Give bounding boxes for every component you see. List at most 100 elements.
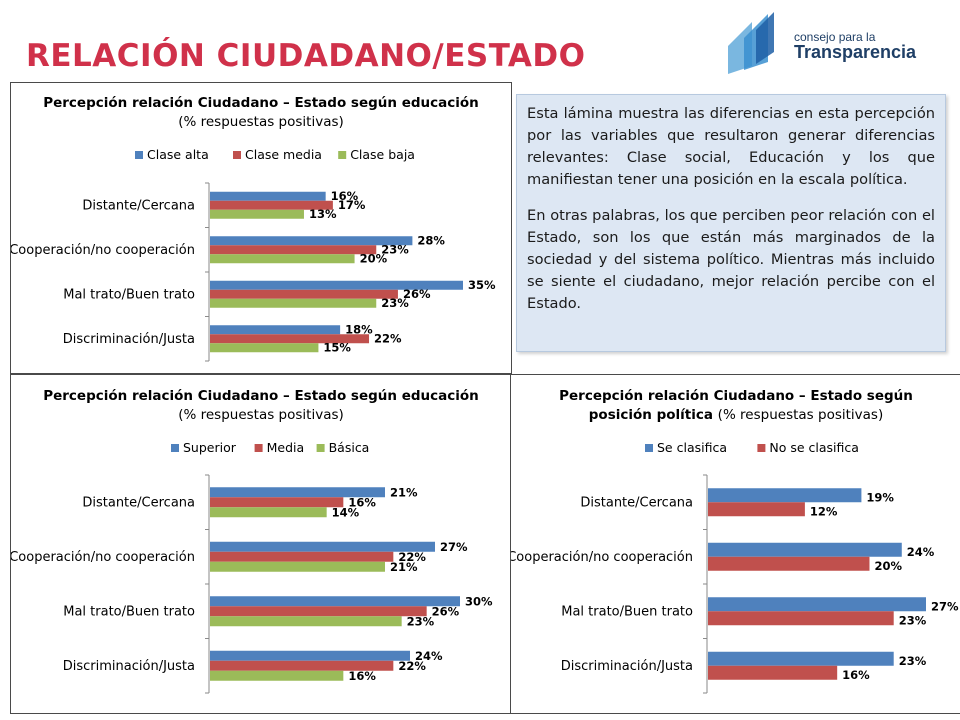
legend-label-2-0: Se clasifica — [657, 440, 727, 455]
bar-value-0-2-1: 26% — [403, 287, 431, 301]
bar-0-3-1 — [210, 334, 370, 344]
bar-value-1-3-0: 24% — [415, 649, 443, 663]
bar-0-2-0 — [210, 280, 463, 290]
category-label-1-3: Discriminación/Justa — [63, 659, 195, 674]
bar-value-1-1-1: 22% — [398, 550, 426, 564]
bar-value-0-3-0: 18% — [345, 322, 373, 336]
bar-1-1-1 — [210, 551, 394, 562]
bar-1-3-1 — [210, 660, 394, 671]
bar-2-2-0 — [708, 597, 926, 612]
legend-swatch-0-0 — [135, 151, 143, 159]
bar-2-0-1 — [708, 502, 805, 517]
bar-2-2-1 — [708, 611, 894, 626]
bar-value-0-1-2: 20% — [360, 251, 388, 265]
legend-label-0-0: Clase alta — [147, 147, 209, 162]
bar-1-3-2 — [210, 670, 344, 681]
chart-subtitle: (% respuestas positivas) — [178, 114, 344, 130]
bar-value-1-2-2: 23% — [407, 614, 435, 628]
legend-label-0-1: Clase media — [245, 147, 322, 162]
legend-swatch-1-1 — [254, 444, 263, 452]
bar-value-1-0-1: 16% — [348, 495, 376, 509]
bar-value-2-3-1: 16% — [842, 668, 870, 682]
bar-1-2-0 — [210, 596, 460, 607]
chart-clase-social-panel: Percepción relación Ciudadano – Estado s… — [10, 82, 512, 374]
chart-clase-social: Percepción relación Ciudadano – Estado s… — [11, 95, 496, 362]
bar-value-0-1-0: 28% — [417, 233, 445, 247]
bar-value-1-2-1: 26% — [432, 604, 460, 618]
bar-1-1-2 — [210, 561, 385, 572]
legend-label-0-2: Clase baja — [350, 147, 415, 162]
category-label-0-2: Mal trato/Buen trato — [63, 287, 195, 302]
chart-title: Percepción relación Ciudadano – Estado s… — [559, 388, 913, 404]
bar-1-0-0 — [210, 487, 385, 498]
chart-subtitle: posición política (% respuestas positiva… — [589, 407, 883, 423]
bar-value-1-1-2: 21% — [390, 560, 418, 574]
bar-0-1-2 — [210, 254, 355, 264]
logo-line1: consejo para la — [794, 30, 876, 44]
bar-value-2-2-0: 27% — [931, 599, 959, 613]
legend-swatch-0-2 — [338, 151, 347, 159]
explanation-paragraph-1: Esta lámina muestra las diferencias en e… — [527, 105, 935, 188]
category-label-0-1: Cooperación/no cooperación — [11, 243, 195, 258]
bar-1-1-0 — [210, 541, 435, 552]
bar-value-0-2-2: 23% — [381, 296, 409, 310]
explanation-textbox: Esta lámina muestra las diferencias en e… — [516, 94, 946, 352]
legend-label-1-0: Superior — [183, 440, 237, 455]
bar-value-0-0-1: 17% — [338, 198, 366, 212]
category-label-1-2: Mal trato/Buen trato — [63, 604, 195, 619]
bar-0-0-0 — [210, 191, 326, 201]
bar-value-2-1-1: 20% — [874, 559, 902, 573]
bar-0-3-2 — [210, 343, 319, 353]
chart-subtitle-bold: posición política — [589, 407, 718, 423]
bar-0-3-0 — [210, 325, 341, 335]
bar-1-2-1 — [210, 606, 427, 617]
chart-educacion-panel: Percepción relación Ciudadano – Estado s… — [10, 374, 512, 714]
bar-value-1-3-1: 22% — [398, 659, 426, 673]
bar-0-2-2 — [210, 298, 377, 308]
bar-1-3-0 — [210, 650, 410, 661]
bar-2-0-0 — [708, 488, 862, 503]
chart-educacion: Percepción relación Ciudadano – Estado s… — [11, 388, 493, 694]
legend-swatch-2-1 — [757, 444, 766, 452]
bar-value-0-3-1: 22% — [374, 331, 402, 345]
bar-value-1-1-0: 27% — [440, 540, 468, 554]
bar-1-2-2 — [210, 616, 402, 627]
bar-value-0-0-2: 13% — [309, 207, 337, 221]
chart-posicion-politica-panel: Percepción relación Ciudadano – Estado s… — [510, 374, 960, 714]
chart-subtitle: (% respuestas positivas) — [178, 407, 344, 423]
bar-value-0-2-0: 35% — [468, 278, 496, 292]
slide-title: RELACIÓN CIUDADANO/ESTADO — [26, 38, 586, 74]
bar-0-1-1 — [210, 245, 377, 255]
bar-value-1-3-2: 16% — [348, 669, 376, 683]
bar-value-2-0-1: 12% — [810, 504, 838, 518]
legend-swatch-1-0 — [171, 444, 179, 452]
category-label-2-0: Distante/Cercana — [580, 495, 693, 510]
chart-posicion-politica: Percepción relación Ciudadano – Estado s… — [511, 388, 959, 694]
bar-0-0-1 — [210, 200, 333, 210]
bar-2-1-1 — [708, 556, 870, 571]
bar-value-1-2-0: 30% — [465, 594, 493, 608]
legend-swatch-1-2 — [316, 444, 325, 452]
logo-mark-icon — [728, 12, 774, 74]
legend-swatch-0-1 — [233, 151, 241, 159]
bar-2-1-0 — [708, 542, 902, 557]
consejo-transparencia-logo: consejo para la Transparencia — [722, 8, 922, 78]
bar-value-2-2-1: 23% — [899, 613, 927, 627]
bar-0-1-0 — [210, 236, 413, 246]
bar-2-3-0 — [708, 651, 894, 666]
bar-0-0-2 — [210, 209, 304, 219]
category-label-1-1: Cooperación/no cooperación — [11, 550, 195, 565]
category-label-2-1: Cooperación/no cooperación — [511, 550, 693, 565]
bar-value-2-0-0: 19% — [866, 490, 894, 504]
chart-title: Percepción relación Ciudadano – Estado s… — [43, 95, 479, 111]
bar-value-1-0-0: 21% — [390, 485, 418, 499]
category-label-0-0: Distante/Cercana — [82, 198, 195, 213]
category-label-2-3: Discriminación/Justa — [561, 659, 693, 674]
bar-value-0-1-1: 23% — [381, 242, 409, 256]
bar-value-0-3-2: 15% — [323, 340, 351, 354]
logo-line2: Transparencia — [794, 42, 917, 62]
bar-2-3-1 — [708, 665, 838, 680]
legend-label-1-1: Media — [267, 440, 305, 455]
bar-value-1-0-2: 14% — [332, 505, 360, 519]
bar-value-0-0-0: 16% — [331, 189, 359, 203]
